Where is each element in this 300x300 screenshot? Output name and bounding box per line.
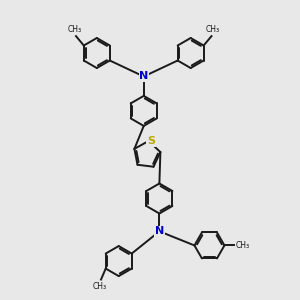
Text: CH₃: CH₃ — [206, 25, 220, 34]
Text: N: N — [155, 226, 164, 236]
Text: CH₃: CH₃ — [236, 241, 250, 250]
Text: S: S — [147, 136, 155, 146]
Text: N: N — [139, 71, 148, 82]
Text: CH₃: CH₃ — [93, 282, 107, 291]
Text: CH₃: CH₃ — [68, 25, 82, 34]
